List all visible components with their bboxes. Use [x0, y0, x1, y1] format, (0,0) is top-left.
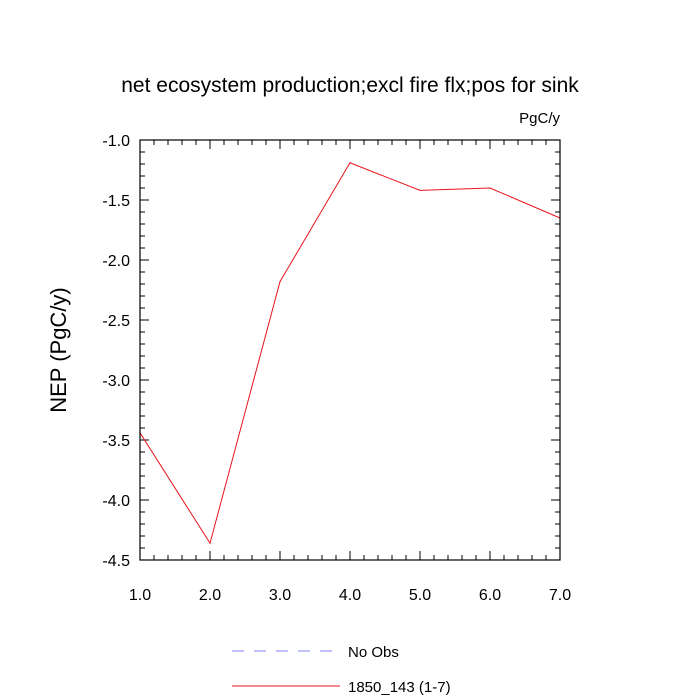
data-point: [489, 187, 491, 189]
x-tick-label: 3.0: [269, 587, 291, 604]
y-axis-title: NEP (PgC/y): [46, 287, 71, 413]
units-label: PgC/y: [519, 110, 560, 127]
y-tick-label: -4.5: [102, 553, 130, 570]
x-tick-labels: 1.0 2.0 3.0 4.0 5.0 6.0 7.0: [129, 587, 571, 604]
legend-label-1850-143: 1850_143 (1-7): [348, 679, 451, 696]
y-major-ticks: [140, 139, 560, 561]
x-tick-label: 7.0: [549, 587, 571, 604]
legend-label-no-obs: No Obs: [348, 644, 399, 661]
y-tick-label: -1.0: [102, 133, 130, 150]
legend: No Obs 1850_143 (1-7): [232, 644, 451, 696]
chart-title: net ecosystem production;excl fire flx;p…: [121, 74, 579, 97]
y-tick-label: -4.0: [102, 493, 130, 510]
x-major-ticks: [139, 140, 561, 560]
x-tick-label: 1.0: [129, 587, 151, 604]
x-tick-label: 5.0: [409, 587, 431, 604]
y-tick-label: -3.0: [102, 373, 130, 390]
y-tick-label: -1.5: [102, 193, 130, 210]
data-point: [209, 542, 211, 544]
y-tick-label: -2.0: [102, 253, 130, 270]
x-tick-label: 4.0: [339, 587, 361, 604]
x-minor-ticks: [153, 140, 547, 560]
data-point: [419, 189, 421, 191]
y-minor-ticks: [140, 151, 560, 549]
x-tick-label: 2.0: [199, 587, 221, 604]
y-tick-labels: -1.0 -1.5 -2.0 -2.5 -3.0 -3.5 -4.0 -4.5: [102, 133, 130, 570]
series-line: [139, 162, 561, 545]
data-point: [279, 281, 281, 283]
data-point: [349, 162, 351, 164]
x-tick-label: 6.0: [479, 587, 501, 604]
series-lines: [139, 162, 561, 545]
plot-frame: [139, 139, 561, 561]
y-tick-label: -3.5: [102, 433, 130, 450]
y-tick-label: -2.5: [102, 313, 130, 330]
